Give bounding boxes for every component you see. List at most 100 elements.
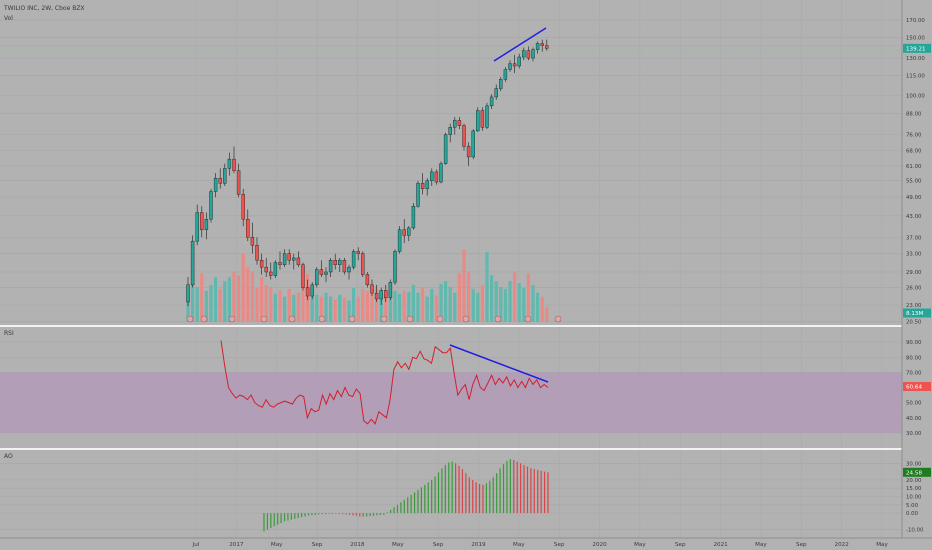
pane-separator-price-rsi[interactable] [0,325,902,327]
price-tick-label: 150.00 [906,36,925,42]
rsi-trendline[interactable] [449,344,549,383]
candle-body [365,274,370,286]
candle-body [218,177,222,184]
volume-bar [195,286,199,322]
event-markers[interactable] [186,315,562,323]
rsi-tick-label: 30.00 [906,431,922,437]
volume-bar [365,290,369,322]
volume-bar [503,288,507,322]
candle-body [388,281,393,298]
volume-bar [476,292,480,322]
candle-body [466,146,471,158]
trendlines[interactable] [449,27,549,383]
candle-body [338,259,342,265]
volume-bar [315,294,319,322]
price-tick-label: 76.00 [906,133,922,139]
candle-body [522,50,526,58]
ao-tick-label: 20.00 [906,478,922,484]
volume-bar [347,300,351,322]
volume-bar [416,292,420,322]
volume-bar [310,288,314,322]
candle-body [476,110,480,132]
volume-bar [421,286,425,322]
candle-body [393,251,397,283]
candle-body [471,130,475,158]
volume-bar [209,285,213,322]
candle-body [190,240,195,286]
candle-body [319,269,324,275]
earnings-marker [380,315,388,323]
volume-bar [223,281,227,322]
price-scale-background[interactable] [902,0,932,550]
candle-body [489,96,494,107]
candle-body [200,212,204,230]
candle-body [434,171,439,183]
volume-bar [283,296,287,322]
time-tick-label: Sep [312,542,323,548]
candle-body [259,259,264,268]
ao-label: AO [4,453,13,460]
volume-bar [384,294,388,322]
candle-body [535,43,540,50]
candle-body [361,253,365,275]
earnings-marker [494,315,502,323]
volume-bar [218,288,222,322]
volume-bar [448,286,452,322]
rsi-tick-label: 70.00 [906,370,922,376]
ao-badge-text: 24.58 [906,470,922,476]
volume-bar [485,251,489,322]
time-tick-label: May [392,542,404,548]
rsi-band [0,372,902,433]
volume-bar [439,284,443,322]
candle-body [347,266,351,273]
candle-body [430,171,434,181]
volume-bar [333,299,337,322]
volume-bar [324,292,328,322]
time-tick-label: May [271,542,283,548]
time-scale-labels[interactable]: Jul 2017 May Sep 2018 May Sep 2019 May Sep 2020 May… [192,542,889,548]
pane-separator-rsi-ao[interactable] [0,448,902,450]
candle-body [462,125,466,147]
volume-bar [352,287,356,322]
candle-body [439,163,443,183]
earnings-marker [186,315,194,323]
candle-body [374,292,379,300]
candle-body [503,69,508,80]
earnings-marker [228,315,236,323]
price-trendline[interactable] [493,27,547,62]
earnings-marker [288,315,296,323]
volume-bar [499,286,503,322]
volume-bar [232,271,236,322]
time-tick-label: May [755,542,767,548]
candle-body [269,271,273,276]
ao-tick-label: 0.00 [906,511,919,517]
candle-body [545,45,549,49]
rsi-badge-text: 60.64 [906,385,922,391]
time-tick-label: Sep [796,542,807,548]
earnings-marker [260,315,268,323]
rsi-tick-label: 50.00 [906,401,922,407]
volume-bar [545,307,549,322]
pane-separators[interactable] [0,325,902,450]
volume-bar [508,281,512,322]
volume-bar [393,290,397,322]
price-scale-labels: 170.00 150.00 130.00 115.00 100.00 88.00 76.00… [906,18,925,534]
candle-body [246,218,250,238]
rsi-series-line [220,340,549,425]
candle-body [540,43,544,46]
volume-bar [186,290,190,322]
price-tick-label: 100.00 [906,94,925,100]
time-tick-label: 2017 [229,542,244,548]
volume-bar [361,288,365,322]
volume-bar [407,291,411,322]
time-tick-label: 2018 [350,542,365,548]
candle-body [236,170,241,195]
candle-body [209,191,213,220]
volume-bar [273,293,277,322]
candle-body [494,88,498,98]
candle-body [273,262,278,276]
volume-bar [494,281,498,322]
volume-bar [430,288,434,322]
candle-body [278,262,282,265]
